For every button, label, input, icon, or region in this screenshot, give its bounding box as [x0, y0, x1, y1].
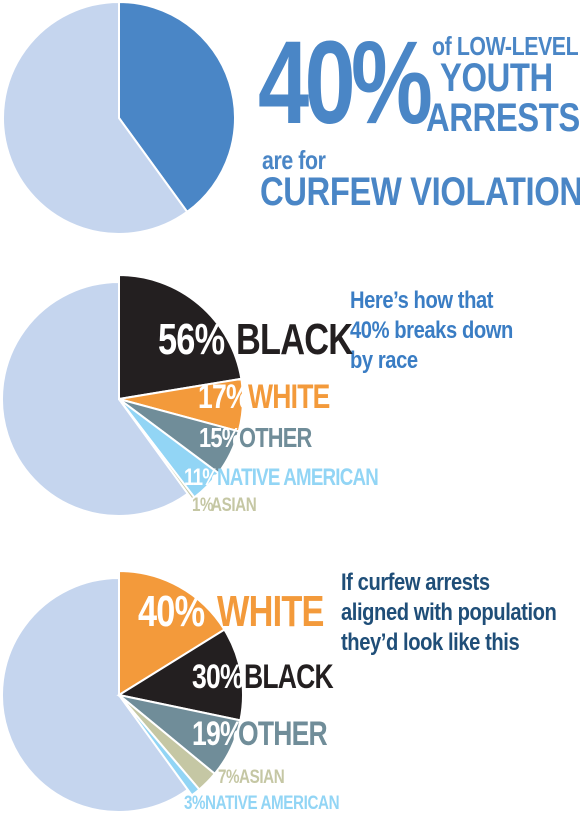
pie3-other-name: OTHER — [238, 715, 328, 753]
pie2-other-name: OTHER — [239, 422, 312, 453]
breakdown-note-line1: Here’s how that — [350, 287, 494, 314]
pie2-black-pct: 56% — [158, 315, 225, 364]
pie3-other-pct: 19% — [192, 715, 244, 753]
breakdown-note-line2: 40% breaks down — [350, 317, 513, 344]
pie2-white-pct: 17% — [198, 378, 250, 416]
pie2-native-pct: 11% — [184, 464, 219, 491]
headline-line1: of LOW-LEVEL — [432, 31, 579, 61]
headline-line2: YOUTH — [440, 56, 553, 100]
population-note-line2: aligned with population — [341, 599, 557, 626]
pie-race-breakdown — [1, 273, 244, 517]
pie3-native-pct: 3% — [184, 793, 206, 814]
pie2-asian-pct: 1% — [192, 495, 214, 516]
pie-curfew-share — [2, 0, 236, 235]
pie3-white-pct: 40% — [138, 587, 205, 636]
pie3-slice-black — [116, 628, 245, 722]
pie-population-aligned — [1, 569, 245, 813]
pie2-white-name: WHITE — [248, 378, 330, 416]
headline-line3: ARRESTS — [426, 96, 580, 140]
headline-line4: are for — [262, 145, 326, 175]
population-note-line1: If curfew arrests — [341, 569, 490, 596]
pie3-slice-native_american — [118, 694, 201, 797]
pie3-black-pct: 30% — [192, 658, 244, 696]
pie3-black-name: BLACK — [244, 658, 334, 696]
headline-percent: 40% — [258, 17, 433, 149]
population-note-line3: they’d look like this — [341, 629, 520, 656]
pie2-black-name: BLACK — [236, 315, 353, 364]
headline-line5: CURFEW VIOLATIONS — [260, 170, 580, 214]
pie3-slice-white — [118, 569, 226, 697]
pie3-white-name: WHITE — [217, 587, 324, 636]
breakdown-note-line3: by race — [350, 347, 418, 374]
pie3-asian-pct: 7% — [218, 767, 240, 788]
pie3-asian-name: ASIAN — [239, 767, 285, 788]
pie3-native-name: NATIVE AMERICAN — [205, 793, 340, 814]
pie3-slice-rest — [1, 576, 190, 813]
pie2-native-name: NATIVE AMERICAN — [217, 464, 379, 491]
pie2-asian-name: ASIAN — [211, 495, 257, 516]
pie2-other-pct: 15% — [199, 422, 241, 453]
pie1-slice-curfew — [118, 0, 236, 214]
pie2-slice-asian — [118, 398, 196, 501]
pie2-slice-black — [118, 273, 243, 401]
pie2-slice-rest — [1, 280, 190, 517]
pie1-slice-rest — [2, 0, 189, 235]
